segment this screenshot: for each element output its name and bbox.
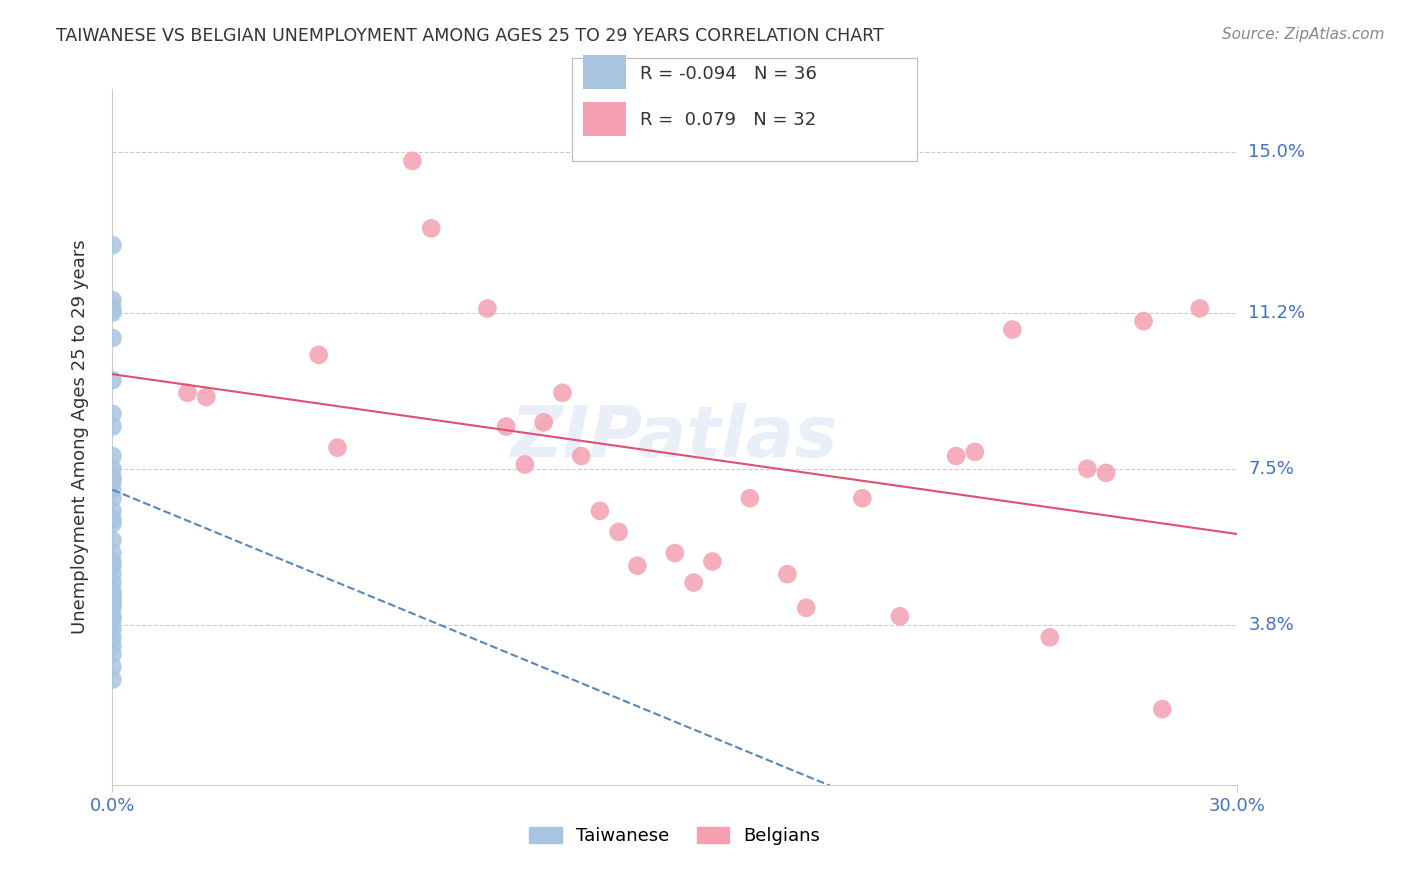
Point [401, 153, 423, 168]
Point [794, 600, 817, 615]
Point [101, 301, 124, 316]
Point [551, 385, 574, 400]
Point [1188, 301, 1211, 316]
Y-axis label: Unemployment Among Ages 25 to 29 years: Unemployment Among Ages 25 to 29 years [70, 240, 89, 634]
Point [569, 449, 592, 463]
Point [101, 554, 124, 568]
Text: R = -0.094   N = 36: R = -0.094 N = 36 [640, 65, 817, 83]
Point [101, 331, 124, 345]
Point [101, 614, 124, 628]
Point [101, 512, 124, 526]
Point [101, 293, 124, 307]
Point [626, 558, 648, 573]
Point [1001, 322, 1024, 336]
Point [851, 491, 873, 506]
Point [101, 660, 124, 674]
Point [101, 600, 124, 615]
Text: 7.5%: 7.5% [1249, 459, 1295, 478]
Point [682, 575, 704, 590]
Point [513, 458, 536, 472]
Point [420, 221, 443, 235]
Point [101, 516, 124, 531]
Point [101, 639, 124, 653]
Point [101, 584, 124, 599]
Point [195, 390, 218, 404]
Point [101, 373, 124, 387]
Point [889, 609, 911, 624]
Point [101, 592, 124, 607]
Point [477, 301, 499, 316]
Point [101, 483, 124, 497]
Text: Source: ZipAtlas.com: Source: ZipAtlas.com [1222, 27, 1385, 42]
Text: 15.0%: 15.0% [1249, 144, 1305, 161]
Point [101, 449, 124, 463]
Point [607, 524, 630, 539]
Text: R =  0.079   N = 32: R = 0.079 N = 32 [640, 112, 815, 129]
Point [101, 546, 124, 560]
Point [702, 554, 724, 568]
Point [589, 504, 612, 518]
Point [101, 238, 124, 252]
Text: 3.8%: 3.8% [1249, 615, 1294, 633]
Point [101, 419, 124, 434]
Point [776, 567, 799, 582]
Point [101, 647, 124, 661]
Point [1039, 631, 1062, 645]
Point [101, 609, 124, 624]
Point [101, 470, 124, 484]
Point [495, 419, 517, 434]
Point [101, 597, 124, 611]
Point [664, 546, 686, 560]
Point [326, 441, 349, 455]
Point [101, 491, 124, 506]
Point [101, 588, 124, 602]
Point [945, 449, 967, 463]
Point [1152, 702, 1174, 716]
Point [101, 533, 124, 548]
Point [176, 385, 198, 400]
Point [101, 567, 124, 582]
Point [533, 415, 555, 429]
Point [101, 475, 124, 489]
Point [101, 575, 124, 590]
Text: 11.2%: 11.2% [1249, 303, 1306, 322]
Point [101, 622, 124, 636]
Point [308, 348, 330, 362]
Point [1095, 466, 1118, 480]
Point [101, 306, 124, 320]
Point [101, 461, 124, 475]
Point [1132, 314, 1154, 328]
Point [101, 673, 124, 687]
Point [738, 491, 761, 506]
Point [101, 558, 124, 573]
Text: TAIWANESE VS BELGIAN UNEMPLOYMENT AMONG AGES 25 TO 29 YEARS CORRELATION CHART: TAIWANESE VS BELGIAN UNEMPLOYMENT AMONG … [56, 27, 884, 45]
Point [101, 504, 124, 518]
Point [963, 445, 986, 459]
Point [101, 631, 124, 645]
Point [1076, 461, 1098, 475]
Point [101, 407, 124, 421]
Legend: Taiwanese, Belgians: Taiwanese, Belgians [522, 820, 828, 853]
Text: ZIPatlas: ZIPatlas [512, 402, 838, 472]
